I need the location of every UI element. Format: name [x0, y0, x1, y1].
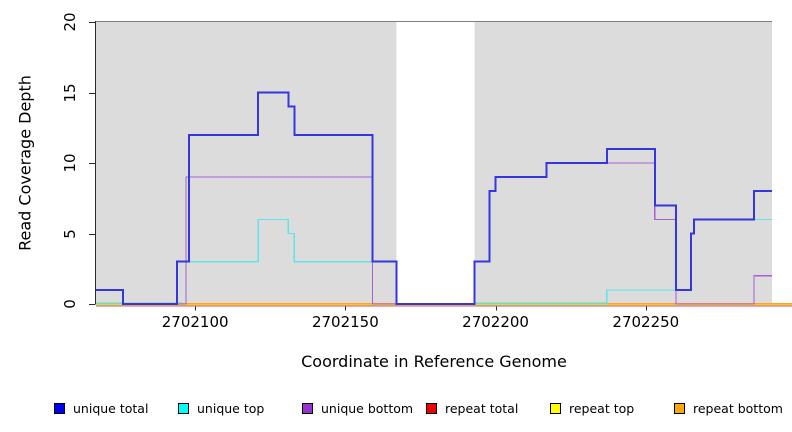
- legend-swatch-repeat-total: [426, 402, 437, 414]
- y-tick-label-text-10: 10: [61, 153, 79, 173]
- legend-item-repeat-bottom: repeat bottom: [674, 399, 783, 417]
- legend-label-unique-total: unique total: [73, 400, 149, 416]
- y-axis-title-text: Read Coverage Depth: [15, 75, 35, 251]
- x-axis-title: Coordinate in Reference Genome: [301, 352, 567, 371]
- y-tick-label-text-5: 5: [61, 229, 79, 239]
- legend-label-repeat-bottom: repeat bottom: [693, 400, 783, 416]
- x-tick-label-2702150: 2702150: [311, 313, 379, 331]
- y-tick-label-text-0: 0: [61, 299, 79, 309]
- legend-label-repeat-total: repeat total: [445, 400, 519, 416]
- x-tick-label-2702100: 2702100: [161, 313, 229, 331]
- legend-item-repeat-top: repeat top: [550, 399, 634, 417]
- legend-item-unique-total: unique total: [54, 399, 148, 417]
- legend-item-unique-top: unique top: [178, 399, 264, 417]
- legend-label-unique-top: unique top: [197, 400, 265, 416]
- x-tick-label-2702250: 2702250: [612, 313, 680, 331]
- shaded-region-band-1: [96, 22, 397, 304]
- series-unique-total-line-top: [96, 91, 772, 305]
- legend-swatch-unique-total: [54, 402, 65, 414]
- y-tick-label-text-20: 20: [61, 12, 79, 32]
- legend-swatch-repeat-bottom: [674, 402, 685, 414]
- legend: unique total unique top unique bottom repea…: [0, 399, 792, 421]
- legend-label-unique-bottom: unique bottom: [321, 400, 414, 416]
- legend-item-repeat-total: repeat total: [426, 399, 518, 417]
- x-tick-label-2702200: 2702200: [462, 313, 529, 331]
- legend-swatch-repeat-top: [550, 402, 561, 414]
- y-tick-label-text-15: 15: [61, 83, 79, 103]
- legend-label-repeat-top: repeat top: [569, 400, 635, 416]
- legend-swatch-unique-bottom: [302, 402, 313, 414]
- legend-item-unique-bottom: unique bottom: [302, 399, 413, 417]
- legend-swatch-unique-top: [178, 402, 189, 414]
